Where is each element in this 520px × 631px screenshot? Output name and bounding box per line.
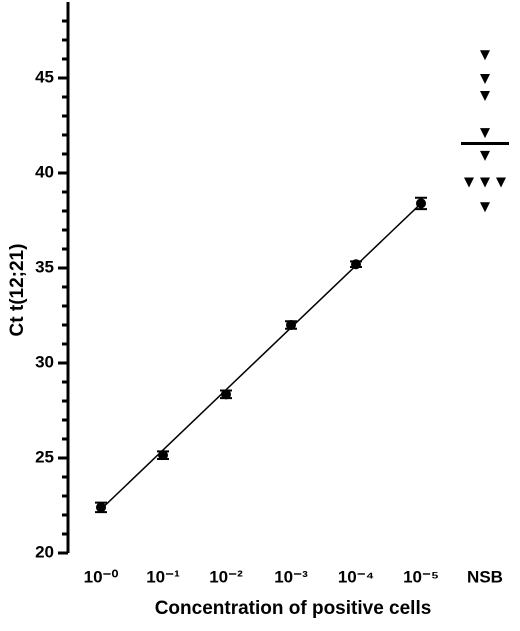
y-tick-label: 30 — [35, 352, 54, 371]
nsb-point — [480, 202, 490, 213]
point — [351, 259, 361, 270]
nsb-point — [480, 91, 490, 102]
x-tick-label: 10⁻¹ — [146, 567, 180, 586]
nsb-point — [464, 177, 474, 188]
x-tick-label: 10⁻⁰ — [84, 567, 119, 586]
nsb-point — [480, 128, 490, 139]
point — [286, 320, 296, 330]
point — [416, 198, 426, 209]
y-axis-label: Ct t(12;21) — [7, 244, 28, 337]
x-tick-label: 10⁻⁵ — [403, 567, 439, 586]
nsb-point — [480, 150, 490, 161]
nsb-point — [480, 50, 490, 61]
x-tick-label: 10⁻⁴ — [338, 567, 374, 586]
point — [158, 450, 168, 461]
point — [96, 502, 106, 513]
x-tick-label: 10⁻² — [209, 567, 243, 586]
nsb-point — [496, 177, 506, 188]
x-tick-label: 10⁻³ — [274, 567, 308, 586]
y-tick-label: 35 — [35, 257, 54, 276]
x-axis-label: Concentration of positive cells — [155, 598, 432, 619]
y-tick-label: 20 — [35, 542, 54, 561]
nsb-point — [480, 177, 490, 188]
y-tick-label: 25 — [35, 447, 54, 466]
y-tick-label: 45 — [35, 67, 54, 86]
nsb-point — [480, 73, 490, 84]
y-tick-label: 40 — [35, 162, 54, 181]
point — [221, 389, 231, 400]
x-tick-label: NSB — [467, 567, 503, 586]
fit-line — [100, 202, 422, 510]
